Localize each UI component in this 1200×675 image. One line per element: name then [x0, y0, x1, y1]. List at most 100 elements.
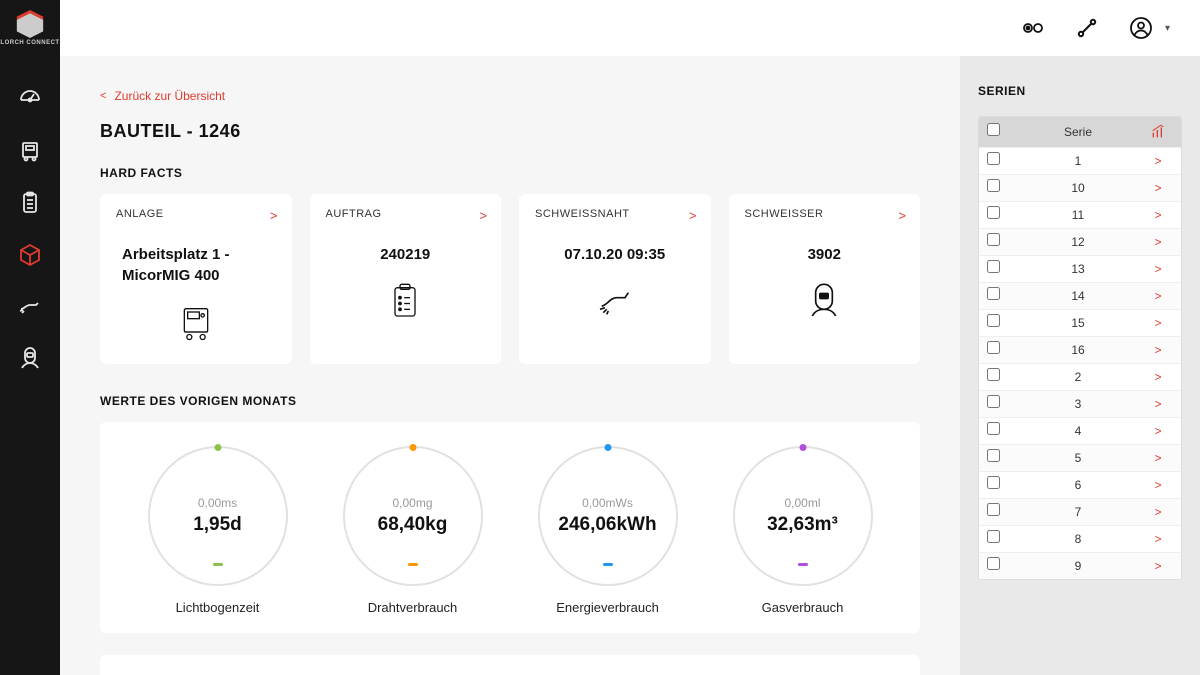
serien-row-checkbox[interactable]	[987, 314, 1000, 327]
serien-row-checkbox[interactable]	[987, 287, 1000, 300]
serien-row-checkbox[interactable]	[987, 449, 1000, 462]
serien-row-checkbox[interactable]	[987, 368, 1000, 381]
serien-row-value: 14	[1013, 289, 1143, 303]
serien-row-checkbox[interactable]	[987, 395, 1000, 408]
right-panel: SERIEN Serie 1>10>11>12>13>14>15>16>2>3>…	[960, 56, 1200, 675]
gauge-ring: 0,00mWs246,06kWh	[538, 446, 678, 586]
serien-row-checkbox[interactable]	[987, 260, 1000, 273]
user-icon[interactable]	[1129, 16, 1153, 40]
serien-row-checkbox[interactable]	[987, 557, 1000, 570]
serien-row-arrow[interactable]: >	[1143, 478, 1173, 492]
serien-row: 3>	[979, 390, 1181, 417]
machine-icon	[116, 302, 276, 342]
logo[interactable]: LORCH CONNECT	[0, 0, 60, 56]
nav-dashboard[interactable]	[17, 86, 43, 112]
serien-row-arrow[interactable]: >	[1143, 316, 1173, 330]
serien-row-value: 11	[1013, 208, 1143, 222]
chart-icon[interactable]	[1143, 124, 1173, 140]
serien-row-arrow[interactable]: >	[1143, 208, 1173, 222]
serien-row-arrow[interactable]: >	[1143, 343, 1173, 357]
gauge-label: Gasverbrauch	[762, 600, 844, 615]
serien-row-value: 8	[1013, 532, 1143, 546]
serien-row-arrow[interactable]: >	[1143, 451, 1173, 465]
chevron-right-icon: >	[898, 208, 906, 223]
serien-row: 9>	[979, 552, 1181, 579]
gauge-small-value: 0,00mWs	[582, 496, 633, 510]
serien-row-arrow[interactable]: >	[1143, 424, 1173, 438]
serien-row: 16>	[979, 336, 1181, 363]
gauge-label: Lichtbogenzeit	[176, 600, 260, 615]
connection-icon[interactable]	[1075, 16, 1099, 40]
serien-row-checkbox[interactable]	[987, 530, 1000, 543]
fact-card-schweissnaht[interactable]: SCHWEISSNAHT > 07.10.20 09:35	[519, 194, 711, 364]
serien-row-arrow[interactable]: >	[1143, 289, 1173, 303]
serien-row-checkbox[interactable]	[987, 206, 1000, 219]
gauge-dash	[213, 563, 223, 566]
serie-column-header: Serie	[1013, 125, 1143, 139]
prev-month-title: WERTE DES VORIGEN MONATS	[100, 394, 920, 408]
serien-row-checkbox[interactable]	[987, 422, 1000, 435]
chevron-left-icon: <	[100, 90, 106, 102]
serien-row-value: 16	[1013, 343, 1143, 357]
nav-machines[interactable]	[17, 138, 43, 164]
serien-row: 12>	[979, 228, 1181, 255]
user-dropdown-caret[interactable]: ▾	[1165, 23, 1170, 34]
gauge-ring: 0,00ms1,95d	[148, 446, 288, 586]
topbar: ▾	[0, 0, 1200, 56]
nav-orders[interactable]	[17, 190, 43, 216]
serien-row-value: 10	[1013, 181, 1143, 195]
fact-card-schweisser[interactable]: SCHWEISSER > 3902	[729, 194, 921, 364]
gateway-icon[interactable]	[1021, 16, 1045, 40]
serien-row-arrow[interactable]: >	[1143, 370, 1173, 384]
fact-label: ANLAGE	[116, 208, 276, 220]
serien-row-arrow[interactable]: >	[1143, 532, 1173, 546]
fact-value: 240219	[326, 244, 486, 265]
serien-row-arrow[interactable]: >	[1143, 559, 1173, 573]
nav-parts[interactable]	[17, 242, 43, 268]
chevron-right-icon: >	[479, 208, 487, 223]
fact-value: 3902	[745, 244, 905, 265]
chevron-right-icon: >	[270, 208, 278, 223]
fact-label: AUFTRAG	[326, 208, 486, 220]
gauge-big-value: 32,63m³	[767, 514, 838, 536]
back-link[interactable]: < Zurück zur Übersicht	[100, 89, 225, 103]
serien-row-checkbox[interactable]	[987, 179, 1000, 192]
gauge-big-value: 1,95d	[193, 514, 242, 536]
gauge: 0,00mWs246,06kWhEnergieverbrauch	[518, 446, 698, 615]
gauge-big-value: 68,40kg	[378, 514, 448, 536]
select-all-checkbox[interactable]	[987, 123, 1000, 136]
serien-row-arrow[interactable]: >	[1143, 505, 1173, 519]
serien-row: 15>	[979, 309, 1181, 336]
serien-table: Serie 1>10>11>12>13>14>15>16>2>3>4>5>6>7…	[978, 116, 1182, 580]
serien-row: 4>	[979, 417, 1181, 444]
serien-row-checkbox[interactable]	[987, 476, 1000, 489]
gauge-dash	[408, 563, 418, 566]
gauge-dot	[604, 444, 611, 451]
fact-card-auftrag[interactable]: AUFTRAG > 240219	[310, 194, 502, 364]
serien-row-value: 9	[1013, 559, 1143, 573]
serien-row-checkbox[interactable]	[987, 233, 1000, 246]
serien-row-checkbox[interactable]	[987, 152, 1000, 165]
serien-row-arrow[interactable]: >	[1143, 397, 1173, 411]
serien-row-arrow[interactable]: >	[1143, 154, 1173, 168]
sidebar: LORCH CONNECT	[0, 0, 60, 675]
chevron-right-icon: >	[689, 208, 697, 223]
nav-welding[interactable]	[17, 294, 43, 320]
nav-welders[interactable]	[17, 346, 43, 372]
serien-row-arrow[interactable]: >	[1143, 181, 1173, 195]
serien-row-checkbox[interactable]	[987, 503, 1000, 516]
serien-row-checkbox[interactable]	[987, 341, 1000, 354]
serien-row-value: 6	[1013, 478, 1143, 492]
fact-value: 07.10.20 09:35	[535, 244, 695, 265]
hard-facts-title: HARD FACTS	[100, 166, 920, 180]
gauges-card: 0,00ms1,95dLichtbogenzeit0,00mg68,40kgDr…	[100, 422, 920, 633]
serien-row: 14>	[979, 282, 1181, 309]
serien-row-arrow[interactable]: >	[1143, 262, 1173, 276]
fact-card-anlage[interactable]: ANLAGE > Arbeitsplatz 1 - MicorMIG 400	[100, 194, 292, 364]
serien-row-arrow[interactable]: >	[1143, 235, 1173, 249]
gauge-ring: 0,00ml32,63m³	[733, 446, 873, 586]
next-section-card	[100, 655, 920, 675]
page-title: BAUTEIL - 1246	[100, 121, 920, 142]
main-content: < Zurück zur Übersicht BAUTEIL - 1246 HA…	[60, 56, 960, 675]
fact-label: SCHWEISSER	[745, 208, 905, 220]
